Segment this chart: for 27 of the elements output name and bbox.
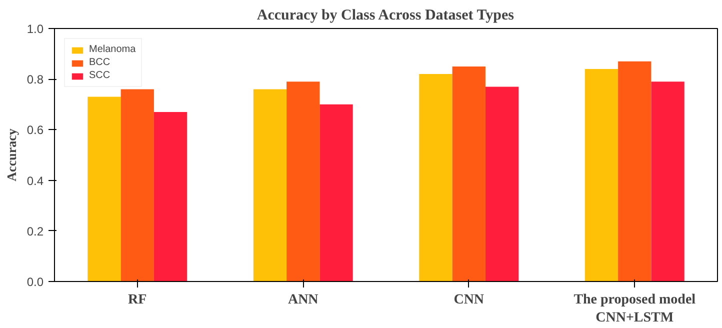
y-tick-label: 1.0 [26, 22, 44, 36]
x-tick-label: ANN [288, 292, 318, 308]
bar [485, 86, 519, 282]
bar [452, 66, 486, 282]
legend-label: Melanoma [89, 44, 136, 55]
bar [320, 104, 353, 282]
y-tick-label: 0.4 [26, 174, 44, 188]
y-tick-label: 0.0 [26, 275, 44, 289]
y-tick-label: 0.8 [26, 72, 44, 87]
legend-label: SCC [89, 70, 110, 81]
bar [253, 89, 287, 282]
x-tick-label: RF [128, 292, 147, 308]
x-tick-label: CNN [454, 292, 484, 308]
bar [120, 89, 154, 282]
legend-label: BCC [89, 57, 110, 68]
x-tick-label: The proposed model CNN+LSTM [574, 292, 696, 326]
bar [154, 112, 188, 282]
y-tick-label: 0.2 [26, 224, 44, 238]
bar [419, 74, 452, 282]
bar [88, 96, 121, 282]
y-axis-title: Accuracy [4, 128, 19, 182]
chart-title: Accuracy by Class Across Dataset Types [256, 8, 514, 24]
bar [584, 68, 618, 282]
bar [651, 82, 684, 282]
y-tick-label: 0.6 [26, 123, 44, 138]
bar [286, 82, 320, 282]
bar [618, 61, 652, 282]
